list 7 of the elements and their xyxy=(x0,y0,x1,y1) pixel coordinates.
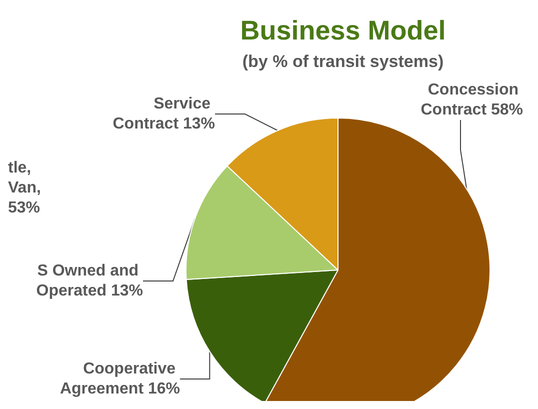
text: tle, Van, 53% xyxy=(8,160,46,216)
slice-label: Cooperative Agreement 16% xyxy=(60,360,180,398)
slice-label: Service Contract 13% xyxy=(112,96,215,132)
slice-label: S Owned and Operated 13% xyxy=(36,262,143,300)
chart-title: Business Model xyxy=(240,16,446,46)
slice-label: Concession Contract 58% xyxy=(420,82,523,118)
chart-subtitle: (by % of transit systems) xyxy=(242,52,444,71)
